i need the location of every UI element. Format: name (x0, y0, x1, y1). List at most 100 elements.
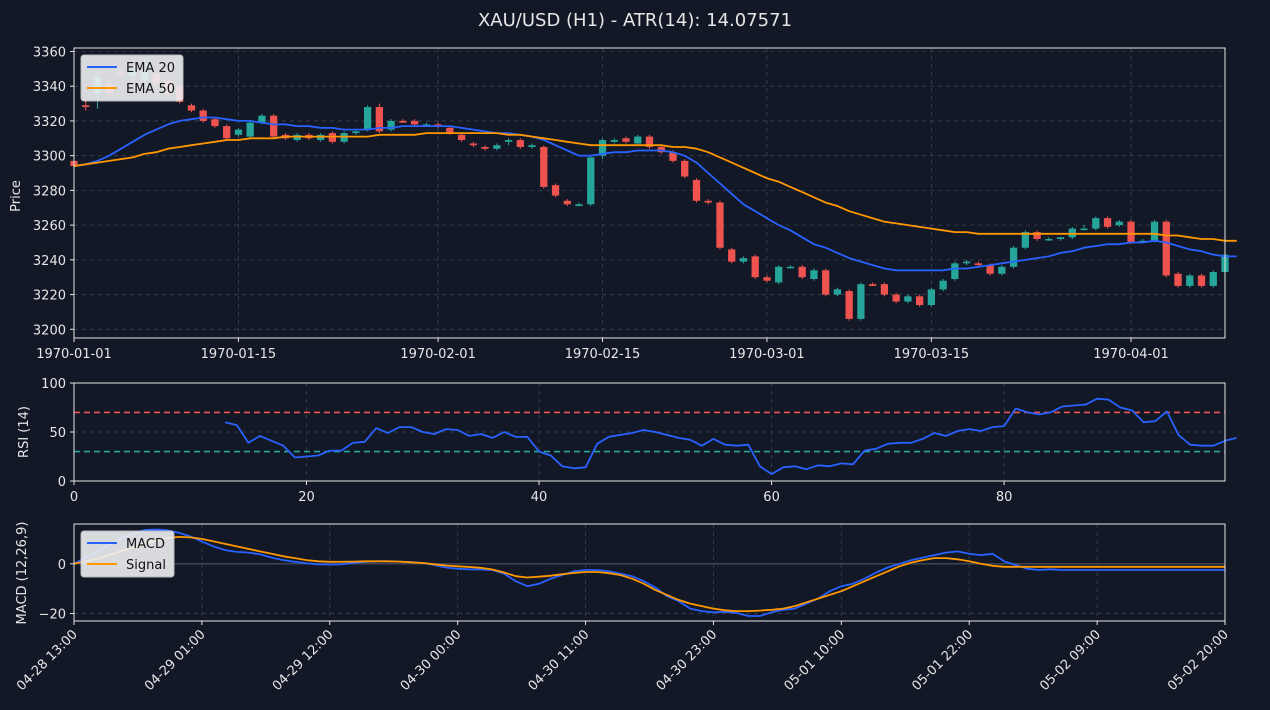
candle-body (457, 134, 466, 141)
candle-body (669, 152, 677, 161)
price-ytick-label: 3280 (33, 184, 66, 199)
candle-body (199, 110, 207, 121)
rsi-panel-frame (73, 382, 1226, 482)
candle-body (998, 266, 1006, 274)
candle-body (1127, 221, 1135, 243)
candle-body (1186, 275, 1194, 286)
price-panel-frame (73, 47, 1226, 339)
rsi-xtick-label: 0 (70, 490, 78, 505)
candle-body (692, 179, 701, 201)
candle-body (258, 115, 266, 123)
rsi-axis-label: RSI (14) (17, 406, 32, 458)
macd-axis-label: MACD (12,26,9) (15, 522, 30, 625)
macd-ytick-label: −20 (39, 608, 66, 623)
candle-body (1150, 221, 1159, 241)
candle-body (610, 140, 618, 142)
price-ytick-label: 3220 (33, 289, 66, 304)
price-xtick-label: 1970-01-15 (201, 347, 277, 362)
rsi-line (224, 397, 1237, 476)
candle-body (516, 140, 524, 147)
candle-body (82, 105, 90, 108)
candle-body (833, 289, 842, 295)
candle-body (587, 157, 595, 205)
candle-body (880, 284, 889, 295)
candle-body (1139, 240, 1147, 243)
price-ytick-label: 3340 (33, 80, 66, 95)
candle-body (598, 140, 607, 156)
candle-body (915, 296, 924, 306)
candle-body (446, 127, 454, 134)
candle-body (892, 294, 900, 302)
candle-body (751, 256, 759, 278)
candle-body (575, 204, 583, 207)
candle-body (352, 131, 360, 134)
candle-body (927, 289, 936, 306)
rsi-ytick-label: 0 (58, 475, 66, 490)
candle-body (645, 136, 654, 147)
candle-body (1009, 247, 1018, 267)
price-ytick-label: 3320 (33, 115, 66, 130)
candle-body (211, 119, 219, 127)
candle-body (1033, 232, 1041, 240)
price-xtick-label: 1970-04-01 (1093, 347, 1169, 362)
ema50-legend-label: EMA 50 (126, 82, 175, 97)
candle-body (775, 266, 783, 283)
signal-legend-label: Signal (126, 558, 166, 573)
candle-body (528, 145, 536, 147)
candle-body (469, 143, 477, 146)
candle-body (481, 146, 489, 149)
candle-body (1092, 218, 1100, 229)
macd-line (73, 528, 1225, 617)
candle-body (1045, 239, 1053, 241)
candle-body (422, 124, 430, 126)
macd-panel-frame (73, 523, 1226, 622)
candle-body (857, 284, 865, 319)
candle-body (986, 265, 994, 274)
candle-body (681, 160, 689, 177)
macd-legend-label: MACD (126, 537, 165, 552)
ema20-legend-label: EMA 20 (126, 61, 175, 76)
ema50-line (73, 132, 1237, 242)
candle-body (223, 126, 231, 139)
candle-body (1056, 237, 1065, 240)
candle-body (904, 296, 912, 302)
price-ytick-label: 3240 (33, 254, 66, 269)
candle-body (704, 200, 712, 203)
rsi-panel: 0 50 100 0 20 40 60 80 (41, 377, 1237, 505)
candle-body (962, 261, 971, 264)
candle-body (939, 280, 947, 290)
price-axis-label: Price (9, 180, 24, 212)
candle-body (951, 263, 959, 279)
candle-body (1209, 272, 1217, 286)
candle-body (399, 120, 407, 123)
candle-body (798, 266, 806, 278)
price-xtick-label: 1970-01-01 (36, 347, 112, 362)
candle-body (270, 115, 278, 137)
candle-body (1162, 221, 1170, 276)
rsi-ytick-label: 100 (41, 377, 66, 392)
candle-body (375, 107, 384, 132)
candle-body (504, 140, 513, 142)
candle-body (551, 185, 560, 196)
rsi-xtick-label: 60 (763, 490, 780, 505)
candle-body (786, 266, 795, 269)
candle-body (1103, 218, 1112, 227)
rsi-xtick-label: 80 (996, 490, 1013, 505)
price-xtick-label: 1970-02-01 (400, 347, 476, 362)
macd-legend: MACD Signal (80, 530, 175, 578)
candle-body (763, 277, 771, 281)
candle-body (822, 270, 830, 295)
candle-body (869, 284, 877, 286)
price-ytick-label: 3360 (33, 45, 66, 60)
candle-body (845, 291, 853, 319)
candle-body (1174, 273, 1182, 286)
chart-title: XAU/USD (H1) - ATR(14): 14.07571 (478, 10, 792, 31)
price-xtick-label: 1970-03-01 (729, 347, 805, 362)
candle-body (493, 145, 501, 149)
candle-body (716, 202, 724, 248)
candle-body (974, 263, 982, 266)
rsi-ytick-label: 50 (49, 426, 66, 441)
candle-body (363, 107, 372, 130)
ema20-line (73, 116, 1237, 272)
price-xtick-label: 1970-02-15 (565, 347, 641, 362)
